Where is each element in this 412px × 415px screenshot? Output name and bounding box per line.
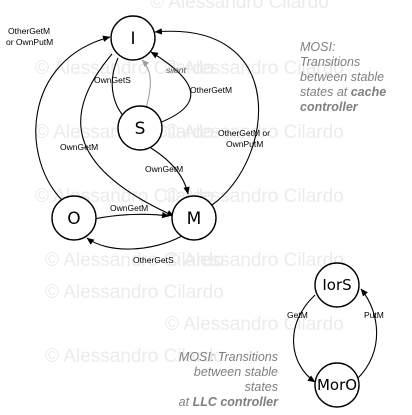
edge-llc-putm xyxy=(356,288,378,380)
llc-caption-line3-text: at xyxy=(178,395,190,409)
llc-caption-line1: MOSI: Transitions xyxy=(178,350,278,364)
label-llc-putm: PutM xyxy=(364,310,384,320)
edge-s-to-i-silent xyxy=(141,59,151,109)
llc-caption-bold: LLC controller xyxy=(192,395,278,409)
cache-caption-line1: MOSI: xyxy=(300,40,336,54)
label-m-to-i-line1: OtherGetM or xyxy=(218,128,270,138)
state-o-label: O xyxy=(67,209,80,229)
label-i-to-m: OwnGetM xyxy=(60,142,98,152)
label-m-to-o: OtherGetS xyxy=(133,255,174,265)
state-s-circle xyxy=(117,105,163,151)
label-s-to-i: OtherGetM xyxy=(190,85,232,95)
state-s-label: S xyxy=(135,119,146,139)
cache-caption-line5: controller xyxy=(300,100,386,115)
state-o-circle xyxy=(51,195,97,241)
label-silent: silent xyxy=(166,65,186,75)
label-i-to-s: OwnGetS xyxy=(94,75,131,85)
edge-m-to-i xyxy=(154,28,259,206)
state-moro-label: MorO xyxy=(317,376,357,394)
edge-o-to-i xyxy=(35,35,111,203)
label-o-to-i-line2: or OwnPutM xyxy=(6,37,53,47)
llc-controller-caption: MOSI: Transitions between stable states … xyxy=(164,350,278,410)
edge-llc-getm xyxy=(293,294,316,383)
state-i-label: I xyxy=(130,29,135,49)
cache-controller-caption: MOSI: Transitions between stable states … xyxy=(300,40,386,115)
cache-caption-bold-cache: cache xyxy=(350,85,387,99)
cache-caption-line4-text: states at xyxy=(300,85,348,99)
label-s-to-m: OwnGetM xyxy=(145,164,183,174)
state-m-label: M xyxy=(187,209,202,229)
edge-m-to-o xyxy=(86,235,183,250)
state-i-circle xyxy=(110,15,156,61)
cache-caption-line3: between stable xyxy=(300,70,385,84)
edge-i-to-m xyxy=(80,53,175,217)
cache-caption-line2: Transitions xyxy=(300,55,361,69)
edge-o-to-m xyxy=(93,211,170,220)
edge-s-to-i xyxy=(150,51,192,124)
state-m-circle xyxy=(171,195,217,241)
label-llc-getm: GetM xyxy=(287,310,308,320)
cache-caption-bold-controller: controller xyxy=(300,100,358,114)
state-iors-circle xyxy=(314,262,360,308)
llc-caption-line3: at LLC controller xyxy=(164,395,278,410)
state-moro-circle xyxy=(314,362,360,408)
label-o-to-m: OwnGetM xyxy=(110,203,148,213)
cache-caption-line4: states at cache xyxy=(300,85,386,100)
edge-s-to-m xyxy=(150,147,190,195)
llc-caption-line2: between stable states xyxy=(193,365,278,394)
label-o-to-i-line1: OtherGetM xyxy=(8,26,50,36)
label-m-to-i-line2: OwnPutM xyxy=(226,139,263,149)
state-iors-label: IorS xyxy=(322,276,351,294)
